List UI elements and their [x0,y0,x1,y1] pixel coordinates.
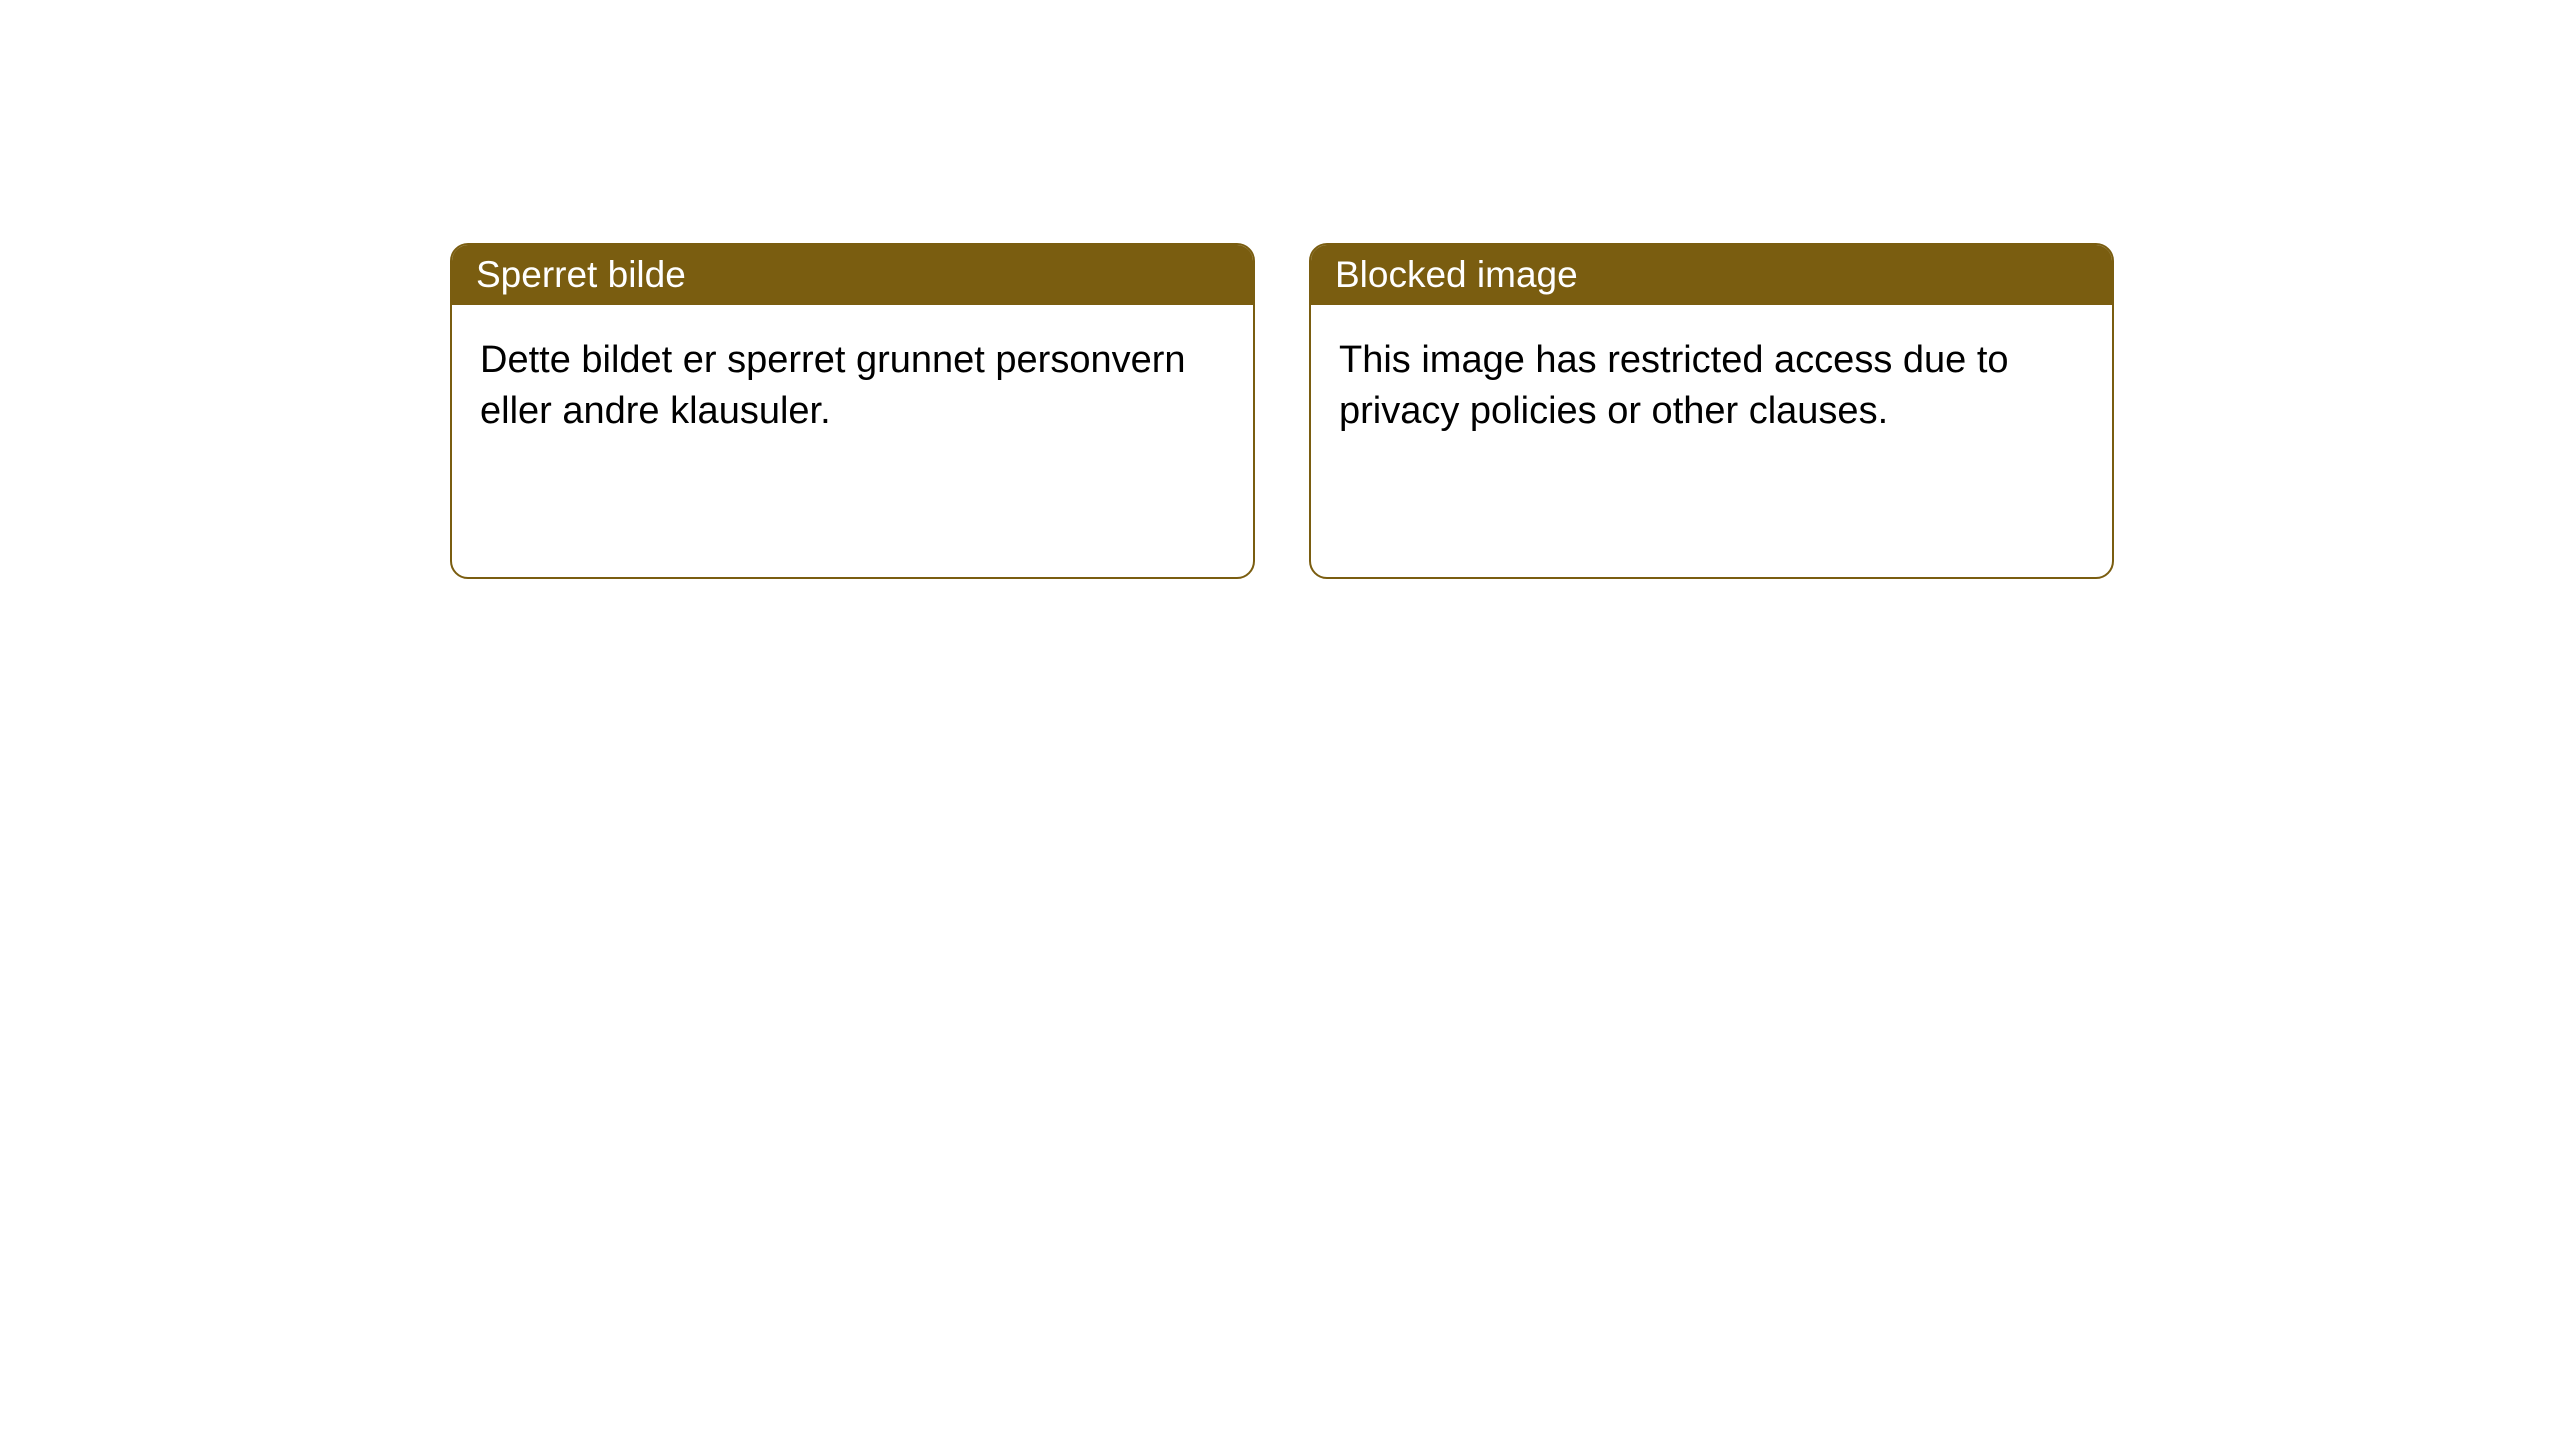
notice-message: Dette bildet er sperret grunnet personve… [480,339,1186,432]
notice-card-english: Blocked image This image has restricted … [1309,243,2114,579]
notice-title: Blocked image [1335,254,1578,296]
notice-body: Dette bildet er sperret grunnet personve… [452,305,1253,468]
notice-card-norwegian: Sperret bilde Dette bildet er sperret gr… [450,243,1255,579]
notice-title: Sperret bilde [476,254,686,296]
notice-body: This image has restricted access due to … [1311,305,2112,468]
notice-message: This image has restricted access due to … [1339,339,2009,432]
notice-header: Blocked image [1311,245,2112,305]
notice-container: Sperret bilde Dette bildet er sperret gr… [0,0,2560,579]
notice-header: Sperret bilde [452,245,1253,305]
